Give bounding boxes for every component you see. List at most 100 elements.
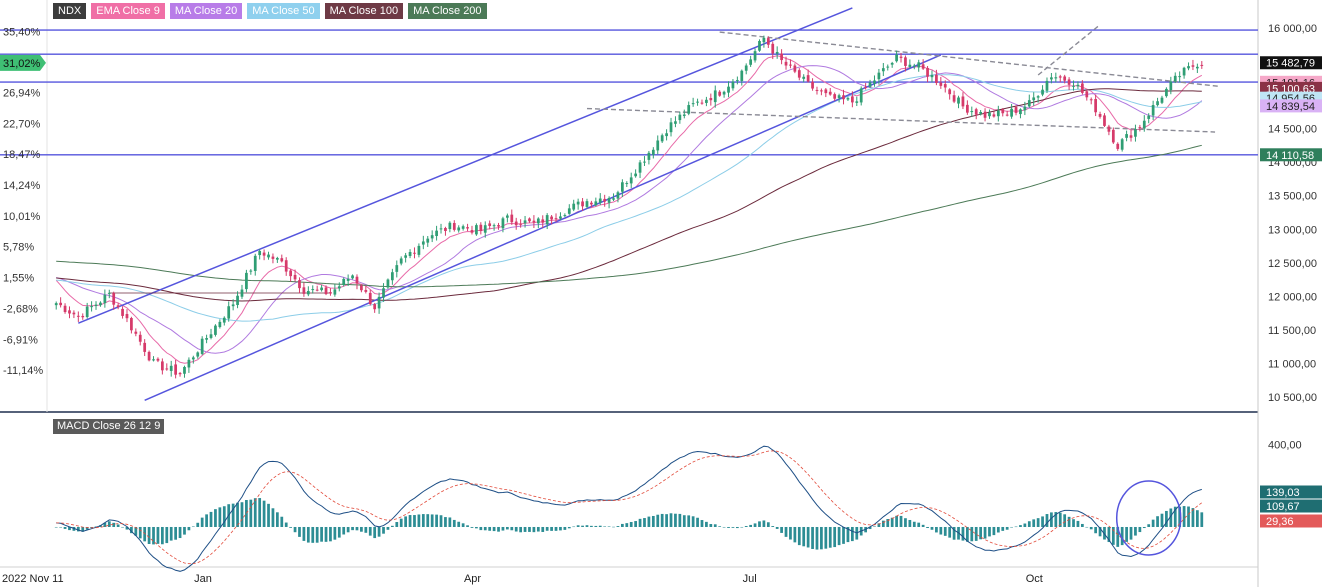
macd-title[interactable]: MACD Close 26 12 9 (53, 419, 165, 434)
histogram-bar (519, 526, 523, 533)
candle-body (72, 312, 76, 315)
histogram-bar (196, 522, 200, 527)
histogram-bar (590, 525, 593, 527)
candle-body (209, 334, 213, 338)
candle-body (1032, 97, 1036, 101)
histogram-bar (806, 526, 810, 548)
histogram-bar (797, 526, 801, 546)
histogram-bar (1054, 512, 1058, 527)
histogram-bar (466, 525, 469, 527)
histogram-bar (970, 526, 974, 542)
histogram-bar (634, 521, 638, 527)
candle-body (1125, 134, 1128, 138)
histogram-bar (1147, 524, 1151, 527)
candle-body (952, 95, 956, 102)
histogram-bar (1098, 526, 1102, 537)
candle-body (174, 364, 178, 375)
histogram-bar (784, 526, 788, 537)
candle-body (802, 76, 806, 79)
candle-body (983, 111, 987, 118)
histogram-bar (346, 526, 350, 533)
candle-body (1085, 91, 1089, 98)
ma100-line (56, 88, 1202, 302)
histogram-bar (1080, 523, 1084, 527)
histogram-bar (979, 526, 983, 540)
histogram-bar (284, 522, 288, 527)
histogram-bar (713, 524, 717, 527)
candle-body (59, 302, 63, 306)
candle-body (899, 56, 903, 58)
histogram-bar (753, 523, 757, 527)
histogram-bar (828, 526, 832, 548)
histogram-bar (143, 526, 147, 542)
histogram-bar (1041, 516, 1044, 527)
histogram-bar (510, 526, 514, 531)
candle-body (262, 252, 266, 256)
histogram-bar (873, 526, 876, 527)
histogram-bar (253, 498, 257, 527)
candle-body (116, 305, 120, 308)
histogram-bar (81, 526, 85, 532)
candle-body (1001, 109, 1005, 114)
histogram-bar (1169, 508, 1173, 527)
histogram-bar (837, 526, 841, 546)
histogram-bar (709, 524, 713, 527)
histogram-bar (1134, 526, 1137, 536)
histogram-bar (691, 516, 695, 527)
candle-body (1156, 101, 1159, 106)
right-tick-5: 13 000,00 (1268, 224, 1317, 236)
candle-body (408, 252, 412, 256)
histogram-bar (191, 526, 195, 528)
candle-body (700, 102, 704, 104)
histogram-bar (368, 526, 372, 536)
macd-label-bg-1 (1260, 499, 1322, 513)
candle-body (253, 255, 257, 271)
histogram-bar (329, 526, 332, 542)
legend-item-ema9[interactable]: EMA Close 9 (91, 3, 165, 19)
candle-body (68, 310, 71, 314)
x-label-0: 2022 Nov 11 (2, 573, 64, 585)
histogram-bar (762, 520, 766, 527)
candle-body (1142, 120, 1146, 129)
legend-item-ma50[interactable]: MA Close 50 (247, 3, 320, 19)
histogram-bar (528, 526, 531, 532)
candle-body (466, 227, 469, 229)
histogram-bar (908, 519, 912, 527)
histogram-bar (200, 517, 204, 527)
candle-body (961, 96, 965, 107)
candle-body (1058, 76, 1062, 78)
histogram-bar (160, 526, 164, 545)
candle-body (536, 218, 540, 224)
histogram-bar (700, 520, 704, 527)
candle-body (315, 289, 319, 291)
histogram-bar (121, 526, 124, 528)
legend-item-ndx[interactable]: NDX (53, 3, 87, 19)
legend-item-ma20[interactable]: MA Close 20 (169, 3, 243, 19)
candle-body (329, 292, 332, 294)
histogram-bar (231, 503, 235, 527)
histogram-bar (815, 526, 819, 550)
histogram-bar (417, 514, 421, 527)
candle-body (585, 201, 589, 207)
histogram-bar (320, 526, 323, 542)
candle-body (183, 366, 186, 374)
legend-item-ma200[interactable]: MA Close 200 (408, 3, 487, 19)
histogram-bar (373, 526, 377, 539)
candle-body (386, 279, 390, 288)
histogram-bar (103, 522, 107, 527)
left-tick-badge (0, 54, 46, 71)
histogram-bar (643, 518, 646, 527)
histogram-bar (899, 515, 903, 527)
histogram-bar (386, 526, 390, 530)
histogram-bar (112, 522, 116, 527)
candle-body (1076, 84, 1080, 87)
candle-body (426, 238, 430, 243)
histogram-bar (939, 526, 943, 535)
legend-item-ma100[interactable]: MA Close 100 (324, 3, 404, 19)
histogram-bar (1058, 512, 1062, 527)
candle-body (1010, 108, 1013, 117)
histogram-bar (156, 526, 160, 544)
candle-body (121, 308, 124, 316)
candle-body (598, 198, 602, 203)
